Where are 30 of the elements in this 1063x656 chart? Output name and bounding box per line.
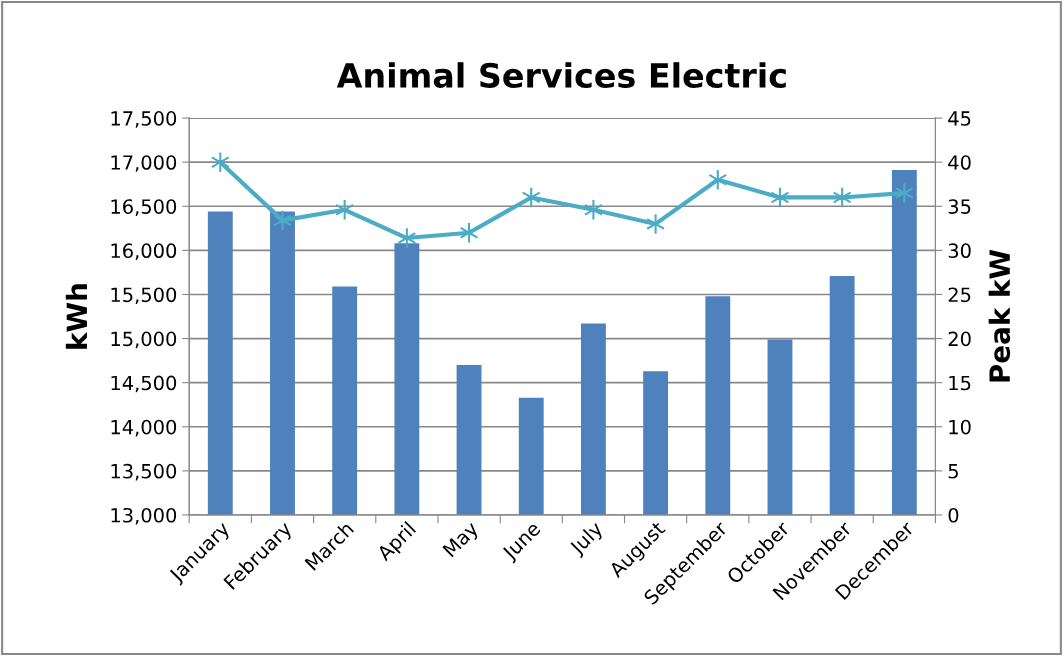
y-tick-label: 13,500 [111, 463, 177, 481]
y-tick-label: 17,500 [111, 111, 177, 128]
chart-title: Animal Services Electric [336, 62, 786, 88]
point [583, 199, 603, 221]
point [708, 169, 728, 191]
y-tick-label: 15,000 [111, 331, 177, 349]
y-tick-label: 13,000 [111, 507, 177, 525]
y2-tick-label: 25 [948, 287, 971, 303]
y2-tick-label: 45 [948, 111, 971, 126]
y-axis-title: kWh [65, 284, 87, 349]
y-tick-label: 16,500 [111, 199, 177, 216]
y2-tick-label: 40 [948, 155, 971, 170]
y2-tick-label: 10 [949, 419, 971, 435]
y2-tick-label: 5 [948, 464, 958, 479]
y2-tick-label: 30 [948, 243, 971, 259]
point [646, 213, 666, 235]
point [273, 209, 292, 232]
point [210, 151, 230, 173]
y2-tick-label: 15 [949, 375, 971, 391]
point [397, 227, 417, 249]
y2-tick-label: 20 [948, 331, 971, 347]
y-tick-label: 17,000 [111, 155, 177, 172]
y-tick-label: 16,000 [111, 243, 177, 261]
y2-tick-label: 0 [948, 507, 959, 523]
y-tick-label: 14,000 [111, 419, 177, 437]
y2-tick-label: 35 [948, 199, 971, 214]
y2-axis-title: Peak kW [988, 249, 1011, 382]
y-tick-label: 14,500 [111, 375, 177, 393]
y-tick-label: 15,500 [111, 287, 177, 305]
point [335, 199, 355, 221]
